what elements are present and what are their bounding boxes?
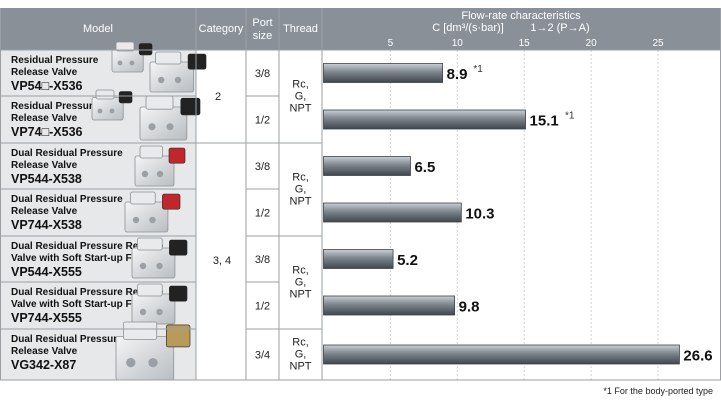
valve-image (139, 95, 201, 141)
flow-value-label: 5.2 (397, 252, 418, 269)
model-name: Dual Residual Pressure Release Valve (11, 148, 123, 171)
chart-title: Flow-rate characteristics (461, 10, 581, 22)
category-value: 2 (215, 91, 221, 103)
model-code: VP54□-X536 (11, 79, 83, 93)
port-size: 3/4 (255, 350, 270, 362)
flow-bar (323, 249, 394, 269)
thread-value: Rc, (292, 79, 309, 91)
model-code: VP744-X538 (11, 218, 82, 232)
thread-value: NPT (290, 196, 312, 208)
chart-unit: C [dm³/(s·bar)] (432, 22, 504, 34)
header-port-size-1: Port (252, 17, 272, 29)
valve-image (149, 51, 207, 93)
flow-bar (323, 344, 680, 365)
header-category: Category (199, 23, 244, 35)
thread-value: Rc, (292, 337, 309, 349)
flow-value-label: 6.5 (414, 159, 435, 176)
flow-value-label: 15.1 (530, 113, 559, 130)
valve-image (91, 89, 133, 121)
thread-value: NPT (290, 103, 312, 115)
model-name: Dual Residual Pressure Release Valve (11, 334, 123, 357)
thread-value: G, (295, 349, 307, 361)
header-thread: Thread (283, 23, 318, 35)
x-tick-label: 25 (652, 38, 664, 49)
thread-value: G, (295, 184, 307, 196)
model-name: Dual Residual Pressure Release Valve (11, 194, 123, 217)
x-tick-label: 10 (452, 38, 464, 49)
model-name: Residual Pressure Release Valve (11, 55, 99, 78)
flow-value-note: *1 (565, 111, 575, 122)
model-code: VP544-X538 (11, 172, 82, 186)
chart-direction: 1→2 (P→A) (530, 22, 589, 34)
valve-image (124, 191, 181, 233)
x-tick-label: 5 (388, 38, 394, 49)
thread-value: G, (295, 277, 307, 289)
port-size: 3/8 (255, 254, 270, 266)
valve-image (134, 145, 186, 187)
flow-bar (323, 295, 456, 316)
thread-value: Rc, (292, 172, 309, 184)
flow-bar (323, 63, 443, 83)
valve-image (131, 283, 188, 325)
model-name: Dual Residual Pressure Release Valve with… (11, 241, 168, 264)
flow-bar (323, 156, 411, 176)
flow-value-label: 26.6 (683, 348, 712, 365)
flow-value-label: 9.8 (459, 299, 480, 316)
thread-value: Rc, (292, 265, 309, 277)
flow-bar (323, 109, 526, 130)
flow-value-note: *1 (473, 64, 483, 75)
header-model: Model (83, 23, 113, 35)
valve-image (111, 41, 153, 73)
footnote: *1 For the body-ported type (603, 386, 713, 396)
model-code: VP544-X555 (11, 265, 82, 279)
model-code: VG342-X87 (11, 358, 76, 372)
model-code: VP74□-X536 (11, 125, 83, 139)
thread-value: G, (295, 91, 307, 103)
port-size: 1/2 (255, 301, 270, 313)
header-port-size-2: size (253, 30, 273, 42)
flow-bar (323, 202, 462, 223)
port-size: 1/2 (255, 208, 270, 220)
flow-value-label: 8.9 (447, 66, 468, 83)
x-tick-label: 15 (519, 38, 531, 49)
port-size: 3/8 (255, 161, 270, 173)
port-size: 1/2 (255, 115, 270, 127)
x-tick-label: 20 (586, 38, 598, 49)
port-size: 3/8 (255, 68, 270, 80)
model-code: VP744-X555 (11, 311, 82, 325)
flow-value-label: 10.3 (465, 206, 494, 223)
thread-value: NPT (290, 361, 312, 373)
valve-image (131, 237, 188, 279)
model-name: Dual Residual Pressure Release Valve with… (11, 287, 168, 310)
model-name: Residual Pressure Release Valve (11, 101, 99, 124)
category-value: 3, 4 (213, 255, 231, 267)
thread-value: NPT (290, 289, 312, 301)
